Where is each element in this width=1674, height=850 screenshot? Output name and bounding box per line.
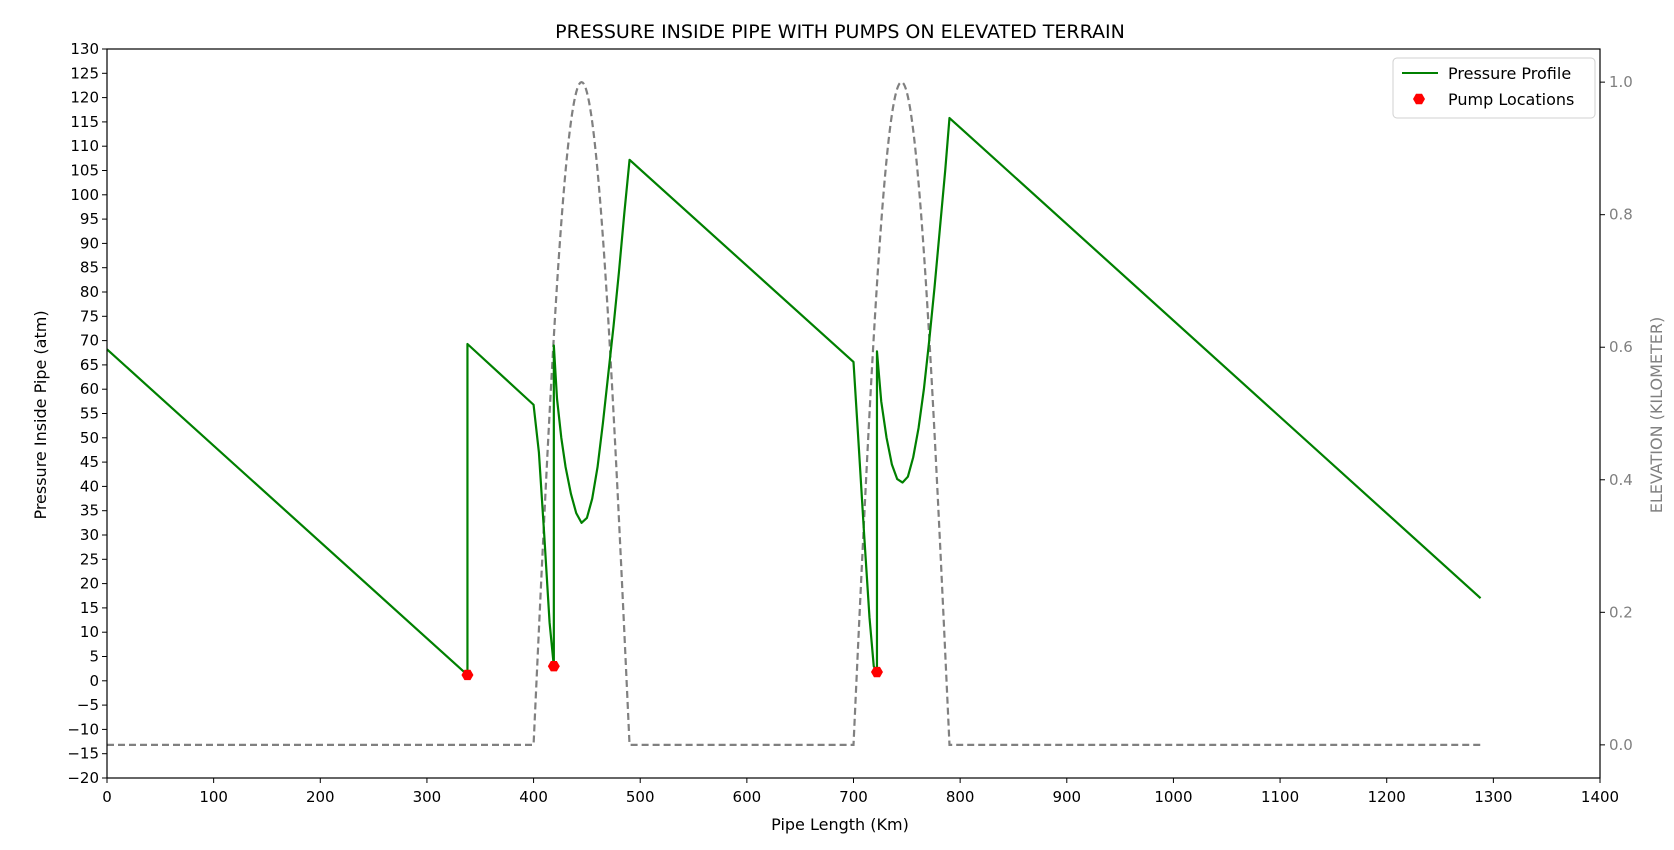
y-tick-label: 80 — [80, 283, 99, 301]
x-tick-label: 1400 — [1581, 788, 1619, 806]
y-tick-label: 125 — [70, 64, 99, 82]
y-tick-label: −5 — [77, 696, 99, 714]
y-tick-label: −15 — [67, 745, 99, 763]
y2-tick-label: 1.0 — [1609, 73, 1633, 91]
right-axis-ticks: 0.0 0.2 0.4 0.6 0.8 1.0 — [1600, 73, 1633, 754]
x-tick-label: 1300 — [1474, 788, 1512, 806]
y-tick-label: 60 — [80, 380, 99, 398]
y-tick-label: 130 — [70, 40, 99, 58]
y-tick-label: 120 — [70, 89, 99, 107]
y-tick-label: 65 — [80, 356, 99, 374]
y-tick-label: 40 — [80, 477, 99, 495]
x-tick-label: 900 — [1052, 788, 1081, 806]
y-tick-label: 75 — [80, 307, 99, 325]
x-tick-label: 1000 — [1154, 788, 1192, 806]
y-tick-label: 95 — [80, 210, 99, 228]
left-axis-ticks: −20 −15 −10 −5 0 5 10 15 20 25 30 35 40 45 50 55 60 65 70 7… — [67, 40, 107, 787]
pump-marker — [547, 661, 560, 672]
y2-tick-label: 0.0 — [1609, 736, 1633, 754]
y2-axis-title: ELEVATION (KILOMETER) — [1647, 317, 1666, 513]
y-axis-title: Pressure Inside Pipe (atm) — [31, 310, 50, 519]
legend-pressure-label: Pressure Profile — [1448, 64, 1571, 83]
bottom-axis-ticks: 0 100 200 300 400 500 600 700 800 900 1000 1100 1200… — [102, 778, 1619, 806]
y2-tick-label: 0.4 — [1609, 471, 1633, 489]
chart-title: PRESSURE INSIDE PIPE WITH PUMPS ON ELEVA… — [555, 21, 1125, 43]
y-tick-label: 10 — [80, 623, 99, 641]
y-tick-label: 105 — [70, 162, 99, 180]
y-tick-label: 50 — [80, 429, 99, 447]
y2-tick-label: 0.8 — [1609, 206, 1633, 224]
y-tick-label: 85 — [80, 259, 99, 277]
y-tick-label: 100 — [70, 186, 99, 204]
x-tick-label: 400 — [519, 788, 548, 806]
x-tick-label: 800 — [946, 788, 975, 806]
pressure-line — [106, 116, 1482, 677]
y-tick-label: 45 — [80, 453, 99, 471]
y-tick-label: 30 — [80, 526, 99, 544]
x-tick-label: 1200 — [1368, 788, 1406, 806]
y-tick-label: 70 — [80, 332, 99, 350]
legend: Pressure Profile Pump Locations — [1392, 57, 1596, 119]
legend-pump-label: Pump Locations — [1448, 90, 1574, 109]
x-tick-label: 0 — [102, 788, 112, 806]
y2-tick-label: 0.6 — [1609, 338, 1633, 356]
pump-marker — [870, 666, 883, 678]
y-tick-label: 35 — [80, 502, 99, 520]
y-tick-label: 115 — [70, 113, 99, 131]
y-tick-label: 5 — [89, 648, 99, 666]
plot-frame — [106, 48, 1601, 779]
x-tick-label: 300 — [413, 788, 442, 806]
x-tick-label: 200 — [306, 788, 335, 806]
x-axis-title: Pipe Length (Km) — [771, 815, 909, 834]
y-tick-label: 0 — [89, 672, 99, 690]
y-tick-label: 55 — [80, 405, 99, 423]
y-tick-label: −20 — [67, 769, 99, 787]
y-tick-label: −10 — [67, 720, 99, 738]
y-tick-label: 25 — [80, 550, 99, 568]
y-tick-label: 110 — [70, 137, 99, 155]
x-tick-label: 500 — [626, 788, 655, 806]
series-layer — [106, 80, 1482, 746]
y2-tick-label: 0.2 — [1609, 603, 1633, 621]
y-tick-label: 90 — [80, 234, 99, 252]
y-tick-label: 15 — [80, 599, 99, 617]
x-tick-label: 600 — [733, 788, 762, 806]
y-tick-label: 20 — [80, 575, 99, 593]
legend-box — [1392, 57, 1596, 119]
x-tick-label: 1100 — [1261, 788, 1299, 806]
x-tick-label: 700 — [839, 788, 868, 806]
legend-pump-marker — [1413, 93, 1425, 105]
pump-marker — [461, 669, 474, 681]
x-tick-label: 100 — [199, 788, 228, 806]
